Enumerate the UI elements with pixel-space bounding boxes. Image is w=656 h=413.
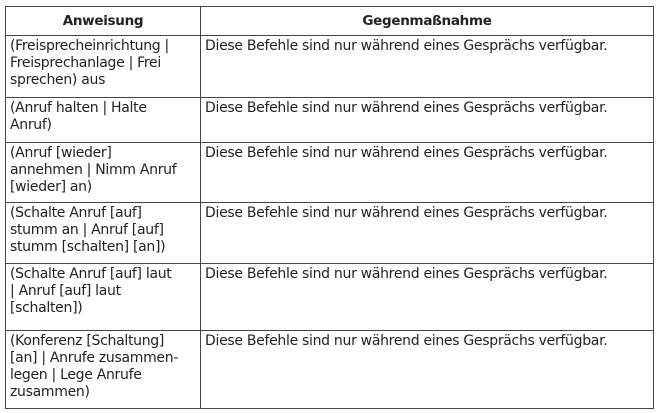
commands-table: Anweisung Gegenmaßnahme (Freisprecheinri… bbox=[5, 6, 654, 409]
action-cell: Diese Befehle sind nur während eines Ges… bbox=[200, 142, 654, 203]
action-cell: Diese Befehle sind nur während eines Ges… bbox=[200, 35, 654, 98]
command-cell: (Konferenz [Schaltung] [an] | Anrufe zus… bbox=[5, 330, 201, 409]
table-row: (Anruf halten | Halte Anruf) Diese Befeh… bbox=[5, 97, 654, 143]
command-cell: (Anruf halten | Halte Anruf) bbox=[5, 97, 201, 143]
command-cell: (Anruf [wieder] annehmen | Nimm Anruf [w… bbox=[5, 142, 201, 203]
table-row: (Freisprecheinrichtung | Freisprechanlag… bbox=[5, 35, 654, 98]
table-row: (Schalte Anruf [auf] laut | Anruf [auf] … bbox=[5, 263, 654, 331]
table-row: (Konferenz [Schaltung] [an] | Anrufe zus… bbox=[5, 330, 654, 409]
header-action: Gegenmaßnahme bbox=[200, 6, 654, 36]
header-row: Anweisung Gegenmaßnahme bbox=[5, 6, 654, 36]
action-cell: Diese Befehle sind nur während eines Ges… bbox=[200, 263, 654, 331]
table-row: (Schalte Anruf [auf] stumm an | Anruf [a… bbox=[5, 202, 654, 264]
action-cell: Diese Befehle sind nur während eines Ges… bbox=[200, 202, 654, 264]
header-command: Anweisung bbox=[5, 6, 201, 36]
command-cell: (Schalte Anruf [auf] stumm an | Anruf [a… bbox=[5, 202, 201, 264]
command-cell: (Schalte Anruf [auf] laut | Anruf [auf] … bbox=[5, 263, 201, 331]
command-cell: (Freisprecheinrichtung | Freisprechanlag… bbox=[5, 35, 201, 98]
table-row: (Anruf [wieder] annehmen | Nimm Anruf [w… bbox=[5, 142, 654, 203]
action-cell: Diese Befehle sind nur während eines Ges… bbox=[200, 97, 654, 143]
action-cell: Diese Befehle sind nur während eines Ges… bbox=[200, 330, 654, 409]
